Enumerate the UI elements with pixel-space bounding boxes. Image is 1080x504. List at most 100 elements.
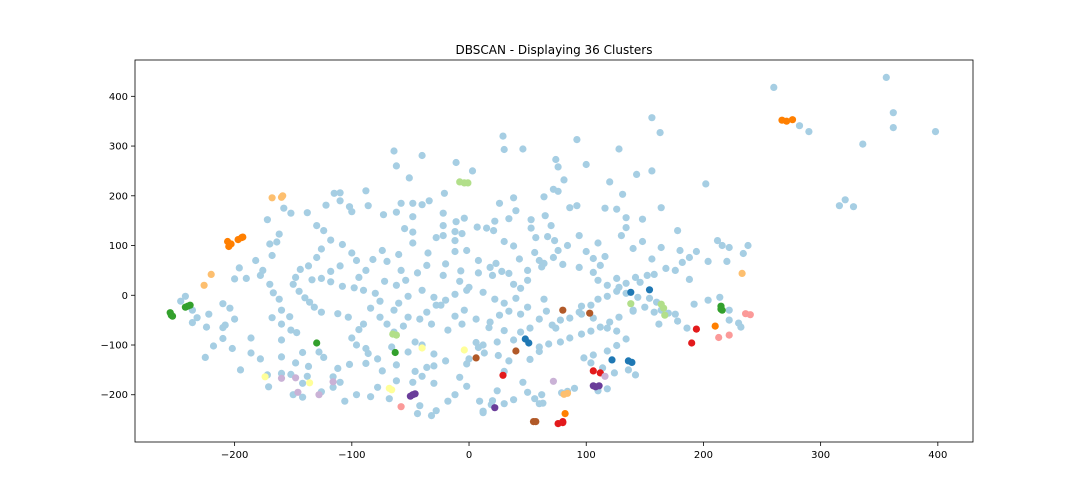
scatter-point	[439, 222, 447, 230]
scatter-point	[613, 274, 621, 282]
scatter-point	[718, 241, 726, 250]
scatter-point	[561, 410, 569, 418]
scatter-point	[338, 240, 346, 249]
scatter-point	[889, 109, 897, 117]
scatter-point	[841, 196, 849, 204]
scatter-point	[540, 259, 548, 267]
scatter-point	[577, 330, 586, 338]
scatter-point	[397, 403, 405, 411]
scatter-point	[587, 327, 595, 335]
scatter-point	[805, 128, 813, 136]
scatter-point	[472, 315, 480, 323]
scatter-point	[286, 313, 294, 321]
scatter-point	[451, 290, 459, 298]
scatter-point	[227, 240, 235, 248]
scatter-point	[577, 310, 586, 318]
scatter-point	[594, 295, 602, 303]
scatter-point	[622, 214, 630, 222]
scatter-point	[336, 189, 344, 197]
x-tick-label: 300	[811, 450, 830, 461]
scatter-point	[488, 271, 497, 279]
scatter-point	[334, 310, 342, 318]
scatter-point	[427, 412, 436, 420]
scatter-point	[209, 342, 218, 350]
scatter-point	[849, 203, 858, 211]
scatter-point	[362, 359, 370, 367]
scatter-point	[306, 298, 314, 306]
scatter-point	[359, 320, 368, 328]
scatter-point	[480, 349, 488, 357]
scatter-point	[638, 215, 647, 223]
scatter-point	[287, 326, 295, 334]
scatter-point	[193, 314, 201, 322]
scatter-point	[465, 355, 473, 363]
scatter-point	[468, 167, 477, 175]
scatter-point	[306, 379, 314, 387]
scatter-point	[524, 276, 532, 284]
scatter-point	[744, 241, 752, 250]
scatter-point	[532, 234, 540, 242]
scatter-point	[517, 284, 525, 292]
scatter-point	[500, 299, 508, 307]
scatter-point	[491, 295, 499, 303]
scatter-point	[474, 343, 482, 352]
scatter-point	[320, 353, 328, 361]
scatter-point	[425, 197, 433, 205]
scatter-point	[432, 301, 440, 309]
scatter-point	[613, 327, 621, 335]
scatter-point	[678, 258, 686, 266]
scatter-point	[563, 241, 572, 250]
scatter-point	[280, 204, 288, 212]
scatter-point	[494, 351, 502, 360]
scatter-point	[627, 300, 635, 308]
x-tick-label: 100	[577, 450, 596, 461]
scatter-point	[711, 322, 719, 330]
scatter-point	[524, 266, 532, 274]
scatter-point	[265, 383, 273, 391]
scatter-point	[551, 237, 559, 245]
scatter-point	[655, 320, 663, 328]
scatter-point	[181, 292, 189, 300]
scatter-point	[320, 227, 328, 235]
scatter-point	[505, 215, 513, 223]
scatter-point	[788, 116, 797, 124]
scatter-point	[725, 306, 733, 314]
scatter-point	[266, 280, 274, 288]
scatter-point	[608, 356, 616, 364]
scatter-point	[275, 295, 283, 303]
scatter-point	[575, 263, 583, 271]
scatter-point	[634, 293, 642, 301]
scatter-point	[405, 174, 413, 182]
scatter-point	[409, 228, 417, 236]
scatter-point	[201, 353, 209, 361]
scatter-point	[505, 357, 513, 365]
scatter-point	[352, 256, 361, 265]
scatter-point	[589, 254, 597, 263]
scatter-point	[476, 397, 484, 405]
scatter-point	[554, 163, 562, 171]
scatter-point	[395, 250, 403, 259]
scatter-point	[299, 348, 307, 357]
scatter-point	[491, 217, 499, 225]
scatter-point	[559, 418, 567, 426]
scatter-point	[554, 187, 562, 195]
scatter-point	[409, 213, 417, 221]
scatter-point	[362, 266, 370, 274]
scatter-point	[411, 338, 419, 346]
scatter-point	[685, 275, 694, 283]
scatter-point	[390, 147, 398, 155]
scatter-point	[200, 281, 208, 289]
scatter-point	[619, 190, 627, 198]
scatter-point	[391, 348, 399, 357]
scatter-point	[725, 316, 733, 324]
scatter-point	[336, 197, 344, 205]
scatter-point	[275, 230, 283, 238]
scatter-point	[582, 247, 590, 256]
scatter-point	[430, 350, 438, 358]
scatter-point	[692, 325, 701, 333]
x-tick-label: 0	[466, 450, 472, 461]
scatter-point	[500, 237, 508, 246]
scatter-point	[269, 289, 277, 297]
